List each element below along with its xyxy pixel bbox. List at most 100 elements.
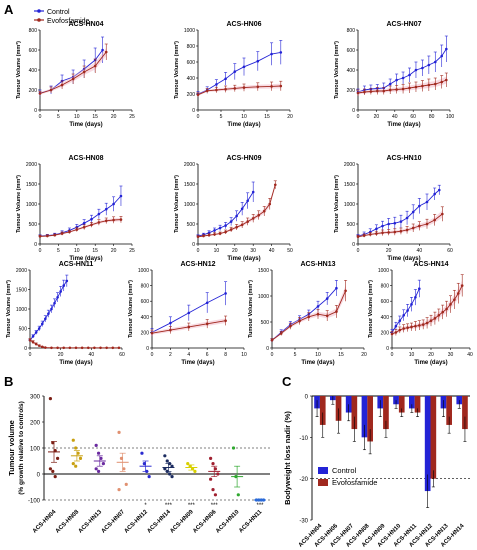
scatter-point — [71, 462, 75, 466]
data-point — [62, 284, 66, 287]
data-point — [207, 233, 211, 237]
data-point — [401, 76, 405, 80]
data-point — [111, 346, 115, 350]
scatter-point — [216, 472, 220, 476]
x-tick-label: 15 — [264, 114, 270, 120]
data-point — [399, 220, 403, 223]
data-point — [395, 78, 398, 82]
x-tick-label: 4 — [187, 352, 190, 358]
series-line — [39, 219, 121, 237]
data-point — [335, 310, 338, 313]
x-tick-label: 40 — [89, 352, 95, 358]
data-point — [433, 192, 436, 196]
y-tick-label: 800 — [141, 284, 150, 290]
x-tick-label: 10 — [74, 114, 80, 120]
x-tick-label: 30 — [250, 248, 256, 254]
data-point — [74, 346, 78, 350]
data-point — [71, 77, 75, 81]
data-point — [421, 323, 425, 326]
data-point — [316, 305, 320, 308]
data-point — [256, 59, 260, 63]
y-tick-label: 1000 — [138, 268, 149, 274]
data-point — [411, 210, 415, 214]
scatter-point — [76, 451, 80, 455]
data-point — [437, 188, 441, 192]
chart-title: ACS-HN04 — [68, 21, 103, 28]
y-axis-label: Tumour Volume (mm³) — [333, 41, 340, 99]
y-tick-label: 1000 — [258, 294, 269, 300]
y-tick-label: 600 — [141, 299, 150, 305]
significance-label: *** — [188, 503, 196, 509]
x-tick-label: 0 — [29, 352, 32, 358]
data-point — [93, 64, 97, 68]
data-point — [213, 229, 216, 232]
y-axis-label: Tumour Volume (mm³) — [247, 280, 254, 338]
data-point — [273, 183, 277, 187]
y-tick-label: 500 — [19, 327, 28, 333]
y-tick-label: 2000 — [16, 268, 27, 274]
y-tick-label: 1000 — [184, 28, 195, 34]
x-tick-label: 40 — [392, 114, 398, 120]
chart-title: ACS-HN11 — [59, 261, 94, 268]
y-axis-label: Tumour Volume (mm³) — [127, 280, 134, 338]
y-tick-label: 1000 — [378, 268, 389, 274]
x-tick-label: 2 — [169, 352, 172, 358]
y-tick-label: -10 — [299, 436, 308, 442]
data-point — [257, 213, 261, 217]
data-point — [414, 296, 417, 299]
y-tick-label: 800 — [381, 284, 390, 290]
data-point — [411, 226, 415, 230]
series-line — [39, 195, 122, 237]
scatter-point — [211, 488, 215, 492]
scatter-point — [140, 451, 144, 455]
data-point — [207, 231, 211, 235]
data-point — [421, 84, 424, 88]
y-tick-label: 0 — [34, 242, 37, 248]
data-point — [224, 319, 227, 323]
data-point — [99, 346, 102, 350]
data-point — [440, 80, 444, 84]
y-tick-label: 200 — [29, 88, 38, 94]
x-tick-label: 25 — [129, 248, 135, 254]
panel-label-a: A — [4, 2, 14, 17]
x-tick-label: 80 — [429, 114, 435, 120]
data-point — [405, 228, 409, 232]
data-point — [393, 230, 397, 234]
chart-title: ACS-HN07 — [386, 21, 421, 28]
y-tick-label: 0 — [386, 346, 389, 352]
data-point — [399, 229, 403, 233]
chart-acs-hn06: ACS-HN06 0 200 400 600 800 1000 0 5 10 15 20 Time (d… — [173, 21, 293, 128]
data-point — [251, 190, 255, 194]
data-point — [205, 322, 209, 326]
chart-acs-hn14: ACS-HN14 0 200 400 600 800 1000 0 10 20 30 40 Time (… — [367, 261, 473, 366]
data-point — [425, 321, 429, 325]
data-point — [440, 54, 444, 58]
scatter-point — [117, 430, 121, 434]
y-tick-label: 600 — [187, 60, 196, 66]
x-tick-label: 20 — [374, 114, 380, 120]
y-tick-label: 0 — [352, 108, 355, 114]
x-tick-label: 20 — [386, 248, 392, 254]
bar — [462, 396, 468, 430]
data-point — [427, 83, 431, 87]
data-point — [240, 207, 244, 211]
data-point — [325, 297, 329, 300]
y-axis-label: Tumour Volume (mm³) — [15, 41, 22, 99]
data-point — [441, 212, 444, 216]
y-axis-label: Tumour Volume (mm³) — [173, 41, 180, 99]
scatter-point — [147, 475, 151, 479]
data-point — [229, 228, 233, 231]
series-band — [40, 218, 121, 237]
data-point — [40, 345, 44, 349]
legend-label-evofosfamide: Evofosfamide — [332, 478, 377, 487]
y-tick-label: 400 — [187, 76, 196, 82]
y-tick-label: 200 — [347, 88, 356, 94]
data-point — [382, 89, 386, 93]
data-point — [104, 50, 108, 54]
data-point — [119, 218, 123, 221]
data-point — [445, 47, 448, 51]
bar — [446, 396, 452, 425]
y-axis-label: Bodyweight loss nadir (%) — [283, 411, 292, 505]
data-point — [381, 231, 384, 235]
data-point — [44, 346, 47, 349]
